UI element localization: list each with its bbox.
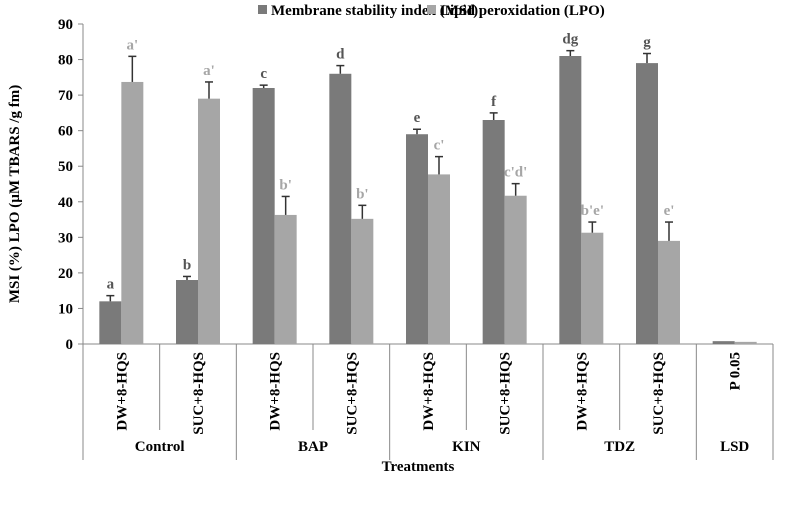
bar	[734, 341, 757, 344]
bar	[658, 240, 680, 344]
y-tick-label: 10	[58, 301, 73, 317]
bar	[198, 98, 220, 345]
category-label: DW+8-HQS	[574, 352, 590, 431]
significance-letter: f	[491, 94, 497, 110]
significance-letter: b'	[279, 177, 292, 193]
y-tick-label: 30	[58, 230, 73, 246]
category-label: SUC+8-HQS	[344, 352, 360, 435]
group-label: KIN	[452, 439, 481, 455]
bar	[274, 214, 297, 344]
bar	[428, 174, 450, 344]
bar	[351, 218, 374, 344]
category-label: SUC+8-HQS	[498, 352, 514, 435]
group-label: BAP	[298, 439, 328, 455]
legend-swatch	[427, 5, 436, 14]
y-tick-label: 60	[58, 124, 73, 140]
significance-letter: d	[336, 47, 345, 63]
group-label: Control	[135, 439, 185, 455]
bar	[406, 134, 428, 344]
y-tick-label: 90	[58, 17, 73, 33]
category-label: SUC+8-HQS	[191, 352, 207, 435]
significance-letter: b'	[356, 186, 369, 202]
bar	[99, 301, 122, 344]
significance-letter: dg	[562, 32, 578, 48]
significance-letter: a'	[203, 63, 215, 79]
category-label: DW+8-HQS	[421, 352, 437, 431]
significance-letter: e	[414, 110, 421, 126]
significance-letter: b'e'	[581, 203, 604, 219]
bar	[121, 81, 144, 344]
significance-letter: c'd'	[504, 165, 527, 181]
legend-label: Lipid peroxidation (LPO)	[440, 3, 605, 19]
bar	[329, 73, 352, 345]
group-label: TDZ	[604, 439, 635, 455]
category-label: SUC+8-HQS	[651, 352, 667, 435]
bar	[581, 232, 604, 344]
significance-letter: c	[260, 66, 267, 82]
y-axis-label: MSI (%) LPO (µM TBARS /g fm)	[7, 85, 23, 303]
category-label: DW+8-HQS	[268, 352, 284, 431]
y-tick-label: 20	[58, 266, 73, 282]
bar	[636, 63, 658, 344]
significance-letter: a'	[126, 37, 138, 53]
legend-swatch	[258, 5, 267, 14]
legend-label: Membrane stability index (MSI)	[271, 3, 478, 19]
significance-letter: c'	[434, 138, 445, 154]
significance-letter: g	[643, 35, 651, 51]
group-label: LSD	[720, 439, 749, 455]
significance-letter: e'	[664, 203, 675, 219]
y-tick-label: 40	[58, 195, 73, 211]
category-label: DW+8-HQS	[114, 352, 130, 431]
bar	[712, 341, 735, 344]
bar	[176, 280, 198, 344]
y-tick-label: 50	[58, 159, 73, 175]
bar	[559, 56, 582, 344]
significance-letter: b	[183, 257, 191, 273]
significance-letter: a	[107, 277, 115, 293]
bar	[252, 88, 275, 344]
bar	[482, 120, 505, 344]
y-tick-label: 70	[58, 88, 73, 104]
category-label: P 0.05	[728, 352, 744, 390]
y-tick-label: 0	[66, 337, 74, 353]
x-axis-label: Treatments	[382, 459, 455, 475]
y-tick-label: 80	[58, 53, 73, 69]
bar	[504, 195, 527, 344]
